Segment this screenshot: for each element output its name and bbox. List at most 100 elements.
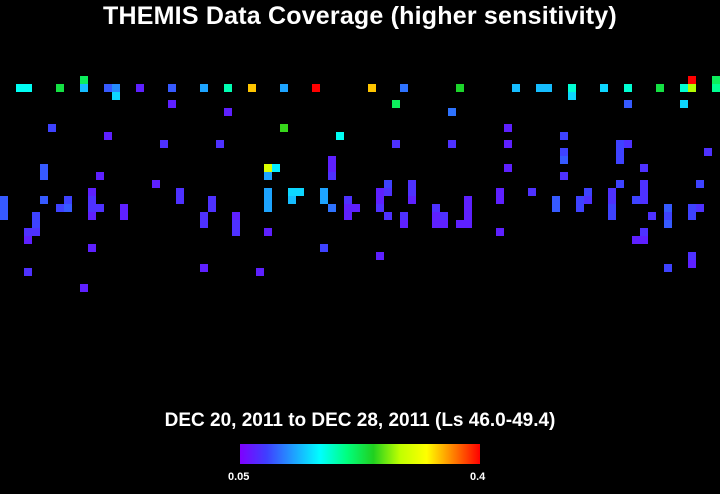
coverage-cell xyxy=(568,92,576,100)
coverage-cell xyxy=(352,204,360,212)
coverage-cell xyxy=(464,204,472,212)
coverage-cell xyxy=(208,204,216,212)
coverage-cell xyxy=(392,100,400,108)
coverage-cell xyxy=(112,84,120,92)
coverage-cell xyxy=(288,196,296,204)
coverage-cell xyxy=(0,212,8,220)
coverage-cell xyxy=(440,212,448,220)
coverage-cell xyxy=(88,212,96,220)
coverage-cell xyxy=(80,76,88,84)
coverage-cell xyxy=(464,196,472,204)
coverage-cell xyxy=(688,76,696,84)
coverage-cell xyxy=(168,84,176,92)
coverage-cell xyxy=(120,212,128,220)
coverage-cell xyxy=(224,108,232,116)
coverage-cell xyxy=(344,204,352,212)
coverage-cell xyxy=(376,204,384,212)
coverage-cell xyxy=(552,196,560,204)
coverage-cell xyxy=(32,212,40,220)
coverage-cell xyxy=(632,196,640,204)
coverage-cell xyxy=(200,264,208,272)
coverage-cell xyxy=(88,188,96,196)
coverage-cell xyxy=(96,172,104,180)
coverage-cell xyxy=(328,164,336,172)
coverage-cell xyxy=(40,164,48,172)
coverage-cell xyxy=(400,212,408,220)
coverage-cell xyxy=(688,84,696,92)
coverage-cell xyxy=(256,268,264,276)
coverage-cell xyxy=(328,204,336,212)
coverage-cell xyxy=(176,188,184,196)
coverage-cell xyxy=(400,84,408,92)
coverage-cell xyxy=(280,84,288,92)
coverage-cell xyxy=(448,108,456,116)
coverage-cell xyxy=(624,84,632,92)
coverage-cell xyxy=(392,140,400,148)
coverage-cell xyxy=(56,84,64,92)
coverage-cells xyxy=(0,76,720,292)
coverage-cell xyxy=(704,148,712,156)
coverage-cell xyxy=(616,148,624,156)
coverage-cell xyxy=(224,84,232,92)
coverage-cell xyxy=(104,132,112,140)
coverage-cell xyxy=(376,196,384,204)
coverage-cell xyxy=(560,132,568,140)
coverage-cell xyxy=(632,236,640,244)
coverage-cell xyxy=(576,196,584,204)
coverage-cell xyxy=(328,156,336,164)
coverage-cell xyxy=(24,268,32,276)
coverage-cell xyxy=(512,84,520,92)
coverage-cell xyxy=(408,196,416,204)
coverage-cell xyxy=(200,84,208,92)
coverage-cell xyxy=(64,204,72,212)
coverage-cell xyxy=(616,140,624,148)
coverage-cell xyxy=(584,188,592,196)
coverage-cell xyxy=(336,132,344,140)
coverage-cell xyxy=(24,236,32,244)
coverage-cell xyxy=(152,180,160,188)
coverage-cell xyxy=(32,228,40,236)
coverage-cell xyxy=(368,84,376,92)
coverage-cell xyxy=(456,84,464,92)
coverage-cell xyxy=(504,124,512,132)
coverage-cell xyxy=(264,164,272,172)
coverage-cell xyxy=(88,196,96,204)
coverage-cell xyxy=(344,196,352,204)
coverage-cell xyxy=(664,212,672,220)
coverage-cell xyxy=(96,204,104,212)
coverage-cell xyxy=(696,204,704,212)
coverage-cell xyxy=(328,172,336,180)
coverage-cell xyxy=(688,204,696,212)
coverage-cell xyxy=(664,204,672,212)
coverage-cell xyxy=(560,148,568,156)
coverage-cell xyxy=(200,220,208,228)
coverage-cell xyxy=(168,100,176,108)
coverage-cell xyxy=(40,196,48,204)
coverage-cell xyxy=(88,204,96,212)
coverage-cell xyxy=(112,92,120,100)
coverage-cell xyxy=(384,188,392,196)
coverage-cell xyxy=(688,212,696,220)
coverage-cell xyxy=(312,84,320,92)
coverage-cell xyxy=(648,212,656,220)
coverage-cell xyxy=(712,76,720,84)
coverage-cell xyxy=(696,180,704,188)
coverage-cell xyxy=(320,244,328,252)
coverage-cell xyxy=(560,172,568,180)
coverage-cell xyxy=(544,84,552,92)
coverage-cell xyxy=(584,196,592,204)
coverage-cell xyxy=(608,212,616,220)
coverage-cell xyxy=(0,196,8,204)
chart-title: THEMIS Data Coverage (higher sensitivity… xyxy=(103,2,617,30)
coverage-cell xyxy=(552,204,560,212)
coverage-cell xyxy=(496,228,504,236)
coverage-cell xyxy=(616,180,624,188)
coverage-cell xyxy=(384,212,392,220)
coverage-cell xyxy=(712,84,720,92)
coverage-cell xyxy=(16,84,24,92)
coverage-cell xyxy=(136,84,144,92)
coverage-cell xyxy=(376,188,384,196)
coverage-cell xyxy=(80,284,88,292)
coverage-cell xyxy=(560,156,568,164)
coverage-cell xyxy=(120,204,128,212)
